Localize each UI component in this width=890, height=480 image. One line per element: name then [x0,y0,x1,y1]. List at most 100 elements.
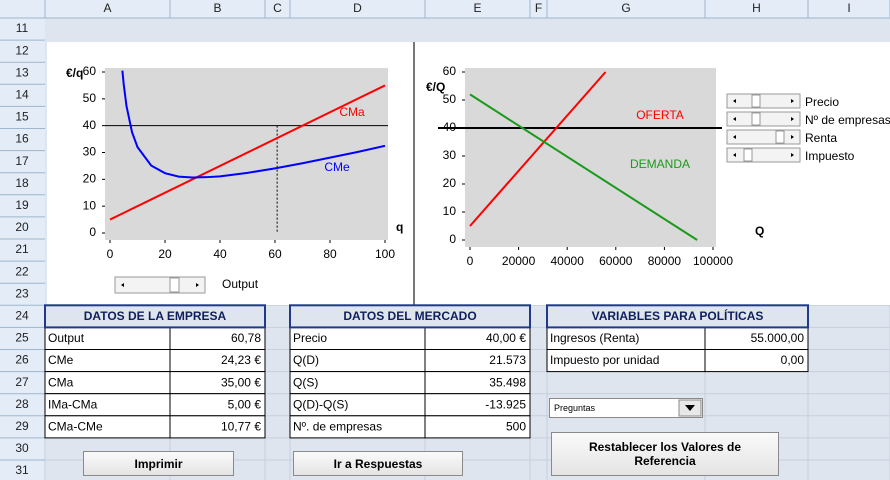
cell-label: Q(D) [293,353,319,367]
series-label: OFERTA [636,108,684,122]
y-tick-label: 0 [89,225,96,239]
series-label: CMa [339,105,365,119]
header-bg [0,0,890,18]
cell-label: CMe [48,353,74,367]
cell-value: 40,00 € [486,331,526,345]
x-tick-label: 100000 [693,254,733,268]
slider-label: Renta [805,131,837,145]
x-tick-label: 40 [213,247,227,261]
table-title: DATOS DEL MERCADO [343,309,476,323]
row-number: 20 [15,220,29,234]
series-line [469,71,607,227]
column-header: I [847,1,850,15]
x-tick-label: 100 [375,247,395,261]
row-number: 22 [15,264,29,278]
x-tick-label: 0 [107,247,114,261]
button[interactable]: Imprimir [83,451,234,476]
slider-arrow [791,99,794,103]
row-number: 29 [15,419,29,433]
row-number: 27 [15,375,29,389]
cell-value: 60,78 [231,331,261,345]
row-number: 11 [16,21,29,35]
column-header: G [621,1,630,15]
series-line [469,93,698,241]
y-tick-label: 30 [443,148,457,162]
cell [169,415,266,439]
y-tick-label: 60 [83,64,97,78]
slider-thumb [169,277,180,293]
y-tick-label: 20 [83,172,97,186]
row-number: 12 [15,43,29,57]
row-number: 16 [15,132,29,146]
slider-thumb [751,94,761,108]
cell-label: Ingresos (Renta) [550,331,639,345]
slider [726,129,801,145]
cell-value: 24,23 € [221,353,261,367]
slider-thumb [743,148,753,162]
slider-arrow [733,135,736,139]
cell-value: 21.573 [489,353,526,367]
cell-label: Q(D)-Q(S) [293,397,348,411]
cell-value: 10,77 € [221,419,261,433]
cell-label: Output [48,331,85,345]
row-number: 23 [15,286,29,300]
table-title: VARIABLES PARA POLÍTICAS [592,308,764,323]
slider [726,147,801,163]
slider-arrow [791,153,794,157]
table-header [289,304,531,329]
row-number: 31 [15,463,29,477]
cell-value: 35,00 € [221,375,261,389]
dropdown[interactable]: Preguntas [549,398,703,418]
y-tick-label: 50 [83,91,97,105]
x-tick-label: 60 [268,247,282,261]
slider-arrow [733,153,736,157]
row-number: 28 [15,397,29,411]
row-number: 15 [15,110,29,124]
row-number: 13 [15,65,29,79]
x-tick-label: 80000 [648,254,682,268]
slider-arrow [196,283,199,287]
slider-thumb [751,112,761,126]
slider-label: Output [222,277,259,291]
column-header: H [752,1,761,15]
slider-arrow [733,99,736,103]
cell-value: 500 [506,419,526,433]
series-label: CMe [324,160,350,174]
rownum-bg [0,0,45,480]
table-title: DATOS DE LA EMPRESA [84,309,227,323]
cell-value: 5,00 € [228,397,262,411]
x-tick-label: 20 [158,247,172,261]
slider-label: Impuesto [805,149,855,163]
plot-bg [465,68,716,247]
x-tick-label: 60000 [599,254,633,268]
button[interactable]: Restablecer los Valores de Referencia [551,432,779,476]
slider-arrow [733,117,736,121]
row-number: 17 [15,154,29,168]
cell-label: Q(S) [293,375,318,389]
column-header: D [353,1,362,15]
column-header: F [535,1,542,15]
cell-label: IMa-CMa [48,397,98,411]
y-tick-label: 60 [443,64,457,78]
column-header: A [103,1,111,15]
slider-arrow [791,135,794,139]
cell [424,415,531,439]
slider [114,276,206,294]
x-tick-label: 0 [467,254,474,268]
y-tick-label: 30 [83,145,97,159]
y-axis-label: €/q [66,66,83,80]
cell-label: Nº. de empresas [293,419,382,433]
cell-label: Precio [293,331,327,345]
button[interactable]: Ir a Respuestas [293,451,463,476]
y-tick-label: 20 [443,176,457,190]
table-header [546,304,809,329]
column-header: C [273,1,282,15]
cell-label: CMa-CMe [48,419,103,433]
slider-thumb [775,130,785,144]
y-tick-label: 10 [83,198,97,212]
table-header [44,304,266,329]
row-number: 14 [15,87,29,101]
column-header: E [473,1,481,15]
y-tick-label: 10 [443,204,457,218]
